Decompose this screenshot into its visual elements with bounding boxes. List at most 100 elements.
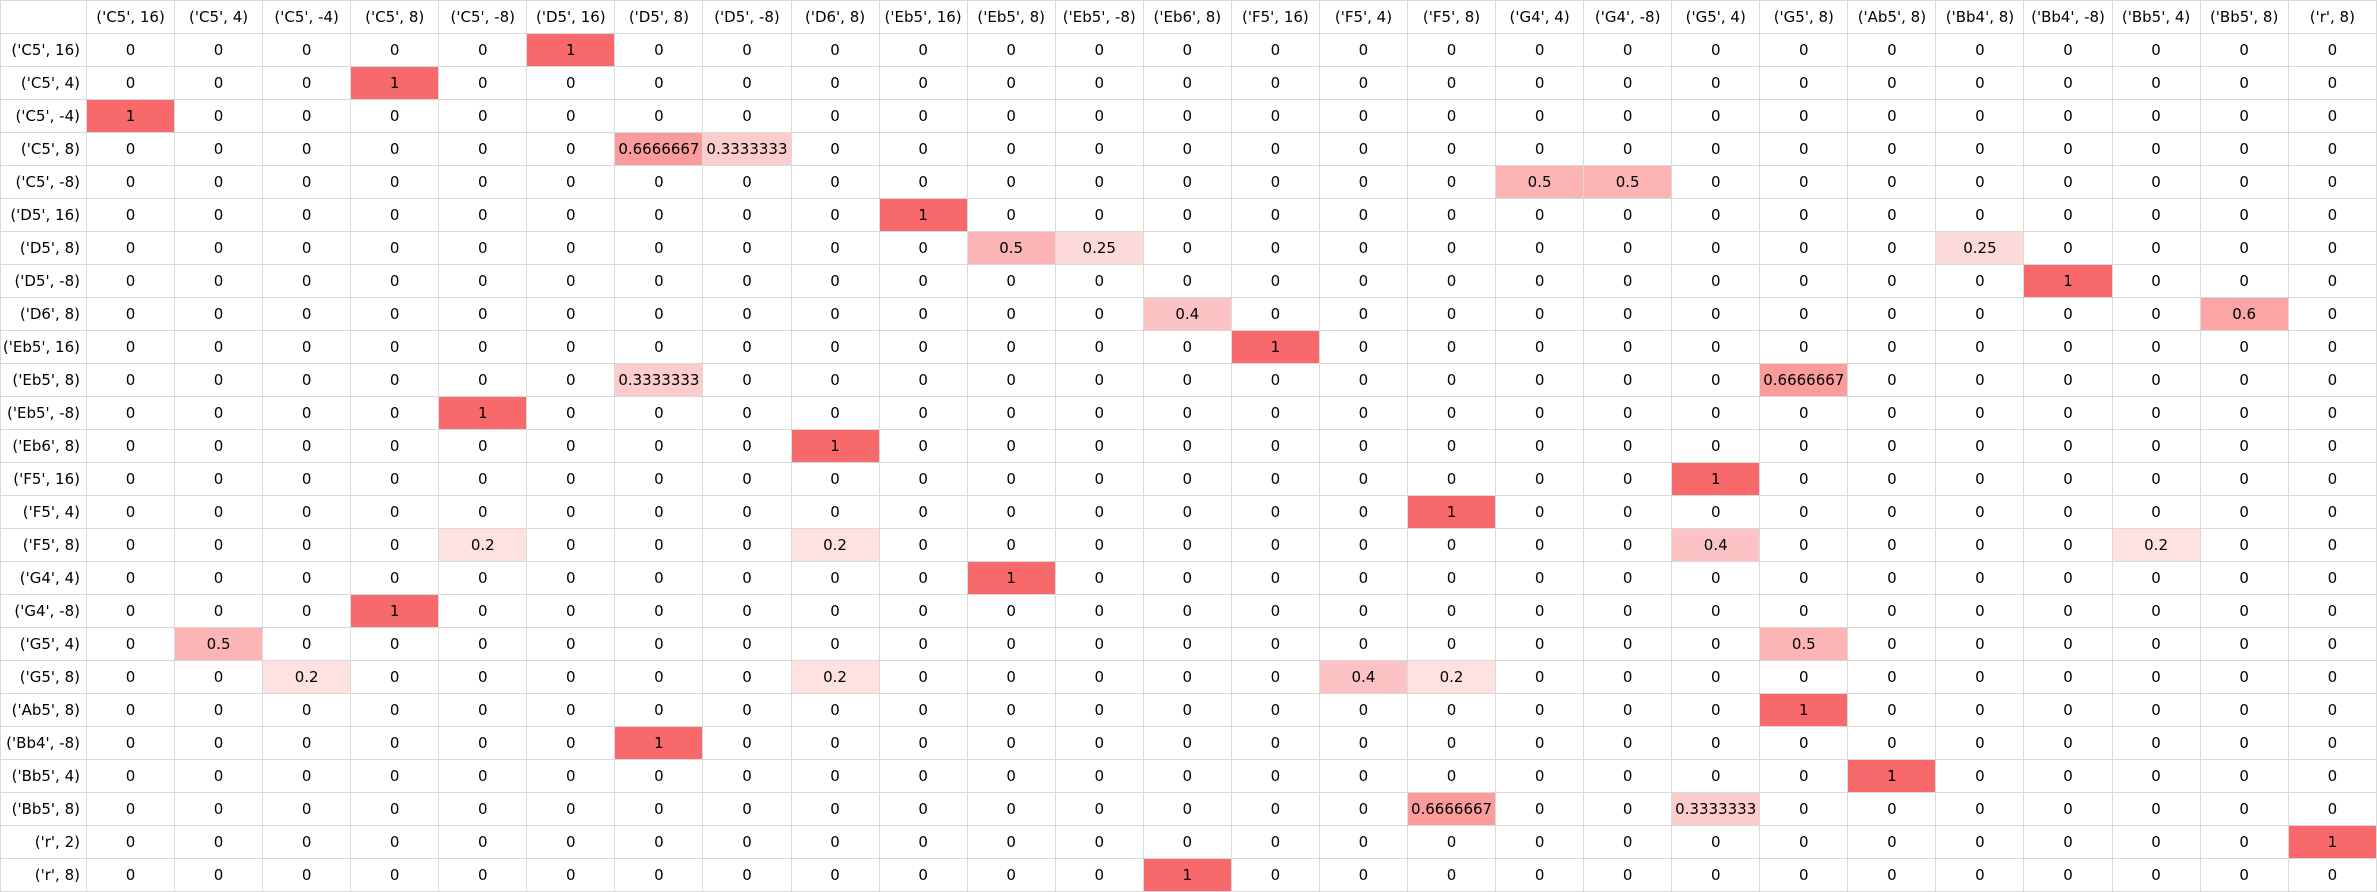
heatmap-cell: 0 (350, 726, 440, 760)
heatmap-cell: 0 (1847, 462, 1937, 496)
heatmap-cell: 0 (1230, 264, 1320, 298)
heatmap-cell: 0 (1583, 792, 1673, 826)
heatmap-cell: 0 (1583, 627, 1673, 661)
heatmap-cell: 0.5 (174, 627, 264, 661)
heatmap-cell: 0 (526, 726, 616, 760)
heatmap-cell: 0.5 (1495, 165, 1585, 199)
heatmap-cell: 0 (350, 264, 440, 298)
column-header: ('D5', -8) (702, 0, 792, 34)
heatmap-cell: 0 (966, 660, 1056, 694)
column-header: ('r', 8) (2287, 0, 2377, 34)
table-row: ('D5', 16) 0 0 0 0 0 0 0 0 0 1 0 0 0 0 0 0 0 0 0 0 0 0 0 0 0 0 (0, 198, 2377, 232)
heatmap-cell: 0 (790, 231, 880, 265)
heatmap-cell: 0 (1406, 363, 1497, 397)
heatmap-cell: 0 (966, 297, 1056, 331)
heatmap-cell: 0 (2023, 396, 2113, 430)
column-header: ('G4', -8) (1583, 0, 1673, 34)
heatmap-cell: 0 (1583, 231, 1673, 265)
heatmap-cell: 0 (966, 264, 1056, 298)
heatmap-cell: 0 (614, 429, 704, 463)
heatmap-cell: 0 (262, 495, 352, 529)
heatmap-cell: 0 (2111, 264, 2201, 298)
heatmap-cell: 0 (438, 297, 528, 331)
heatmap-cell: 0 (174, 429, 264, 463)
heatmap-cell: 1 (966, 561, 1056, 595)
heatmap-cell: 0 (350, 330, 440, 364)
heatmap-cell: 0 (1406, 594, 1497, 628)
heatmap-cell: 0 (526, 231, 616, 265)
heatmap-cell: 0 (2199, 66, 2289, 100)
heatmap-cell: 0 (878, 660, 968, 694)
heatmap-cell: 0 (1495, 495, 1585, 529)
heatmap-cell: 0 (2111, 33, 2201, 67)
row-header: ('D5', 16) (0, 198, 87, 232)
heatmap-cell: 1 (1671, 462, 1761, 496)
heatmap-cell: 0 (1406, 528, 1497, 562)
heatmap-cell: 0 (174, 66, 264, 100)
column-header: ('Bb4', -8) (2023, 0, 2113, 34)
heatmap-cell: 0 (1847, 99, 1937, 133)
heatmap-cell: 0 (1847, 561, 1937, 595)
heatmap-cell: 0.25 (1935, 231, 2025, 265)
heatmap-cell: 0 (350, 462, 440, 496)
heatmap-cell: 0 (702, 594, 792, 628)
heatmap-cell: 0 (1495, 198, 1585, 232)
heatmap-cell: 0.4 (1318, 660, 1408, 694)
column-header: ('C5', -4) (262, 0, 352, 34)
heatmap-cell: 1 (1230, 330, 1320, 364)
heatmap-cell: 0 (438, 330, 528, 364)
heatmap-cell: 0 (2111, 792, 2201, 826)
heatmap-cell: 0 (174, 198, 264, 232)
heatmap-cell: 0 (1054, 165, 1144, 199)
heatmap-cell: 0 (2287, 264, 2377, 298)
row-header: ('Eb5', 8) (0, 363, 87, 397)
heatmap-cell: 0 (526, 99, 616, 133)
heatmap-cell: 0 (702, 693, 792, 727)
heatmap-cell: 0 (2199, 264, 2289, 298)
heatmap-cell: 0 (1671, 759, 1761, 793)
heatmap-cell: 0 (85, 627, 176, 661)
heatmap-cell: 0 (2111, 429, 2201, 463)
heatmap-cell: 0 (1935, 726, 2025, 760)
heatmap-cell: 0.2 (438, 528, 528, 562)
table-row: ('G4', 4) 0 0 0 0 0 0 0 0 0 0 1 0 0 0 0 0 0 0 0 0 0 0 0 0 0 0 (0, 561, 2377, 595)
column-header: ('Eb5', 8) (966, 0, 1056, 34)
heatmap-cell: 0 (2111, 693, 2201, 727)
column-header: ('G5', 4) (1671, 0, 1761, 34)
column-header: ('Eb5', -8) (1054, 0, 1144, 34)
heatmap-cell: 0 (1318, 858, 1408, 892)
heatmap-cell: 0 (2287, 198, 2377, 232)
heatmap-cell: 0 (1142, 66, 1232, 100)
heatmap-cell: 0 (614, 396, 704, 430)
heatmap-cell: 0 (1406, 462, 1497, 496)
heatmap-cell: 0 (2199, 792, 2289, 826)
heatmap-cell: 0 (2287, 726, 2377, 760)
heatmap-cell: 0 (350, 528, 440, 562)
heatmap-cell: 0 (350, 33, 440, 67)
heatmap-cell: 0 (1230, 660, 1320, 694)
heatmap-cell: 0 (1495, 858, 1585, 892)
heatmap-cell: 0 (174, 759, 264, 793)
heatmap-cell: 0 (790, 693, 880, 727)
heatmap-cell: 0 (526, 759, 616, 793)
heatmap-cell: 0 (1406, 231, 1497, 265)
heatmap-cell: 0 (1759, 792, 1849, 826)
heatmap-cell: 0 (1671, 297, 1761, 331)
heatmap-cell: 0 (966, 693, 1056, 727)
heatmap-cell: 0 (85, 396, 176, 430)
heatmap-cell: 0 (1142, 693, 1232, 727)
heatmap-cell: 0 (350, 627, 440, 661)
heatmap-cell: 0 (1318, 825, 1408, 859)
heatmap-cell: 0 (878, 759, 968, 793)
heatmap-cell: 0 (2023, 561, 2113, 595)
heatmap-cell: 0 (614, 627, 704, 661)
heatmap-cell: 0 (1406, 693, 1497, 727)
heatmap-cell: 0 (702, 429, 792, 463)
heatmap-cell: 0 (2287, 231, 2377, 265)
heatmap-cell: 0 (1583, 825, 1673, 859)
heatmap-cell: 0 (174, 594, 264, 628)
heatmap-cell: 0 (1406, 66, 1497, 100)
table-row: ('G5', 4) 0 0.5 0 0 0 0 0 0 0 0 0 0 0 0 0 0 0 0 0 0.5 0 0 0 0 0 0 (0, 627, 2377, 661)
heatmap-cell: 0 (966, 528, 1056, 562)
